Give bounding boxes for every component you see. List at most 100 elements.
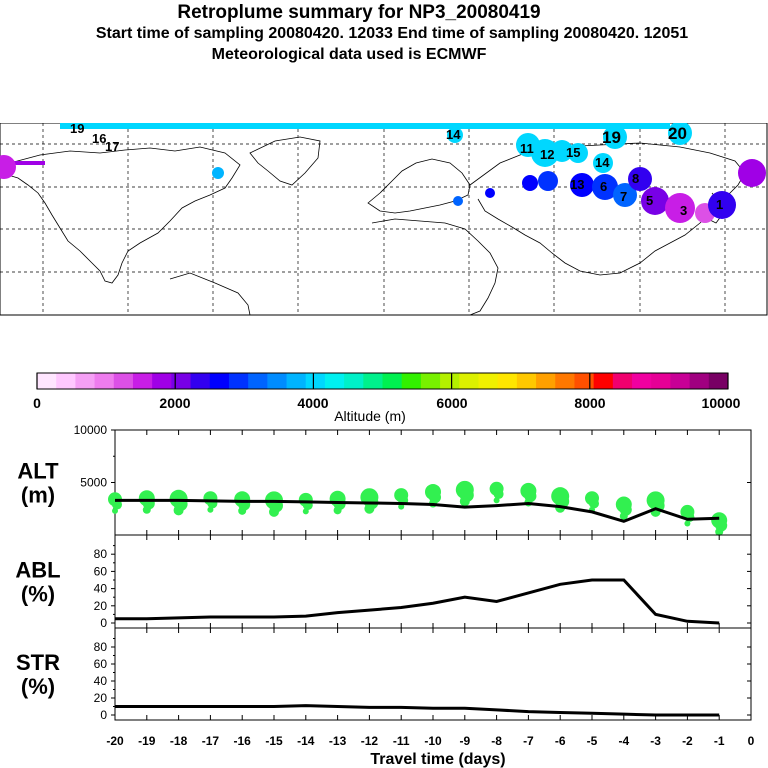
altitude-dot	[589, 498, 599, 509]
altitude-dot	[207, 506, 214, 513]
y-axis-label: STR	[16, 650, 60, 675]
x-tick-label: -13	[329, 734, 347, 748]
plume-circle	[447, 127, 463, 143]
plume-circle	[641, 187, 669, 215]
altitude-dot	[333, 506, 342, 515]
colorbar-cell	[94, 373, 115, 389]
plume-circle	[593, 153, 613, 173]
x-tick-label: -9	[459, 734, 470, 748]
plume-circle	[551, 140, 573, 162]
colorbar-cells	[37, 373, 729, 389]
x-tick-label: 0	[748, 734, 755, 748]
colorbar-cell	[670, 373, 691, 389]
plume-circle	[212, 167, 224, 179]
colorbar-cell	[632, 373, 652, 389]
plume-circles	[0, 123, 766, 223]
colorbar-cell	[708, 373, 729, 389]
north-america-coast	[7, 146, 241, 284]
y-tick-label: 80	[94, 547, 108, 561]
colorbar-cell	[574, 373, 595, 389]
plume-circle	[538, 171, 558, 191]
colorbar-cell	[420, 373, 441, 389]
x-tick-labels: -20 -19 -18 -17 -16 -15 -14 -13 -12 -11 -10 -9 -8 -7-…	[106, 734, 754, 748]
y-tick-label: 0	[100, 708, 107, 722]
plume-circle	[531, 139, 559, 167]
colorbar-cell	[248, 373, 268, 389]
colorbar-tick-label: 6000	[436, 395, 467, 411]
x-axis-label: Travel time (days)	[370, 751, 505, 768]
colorbar-cell	[440, 373, 460, 389]
plume-label: 12	[540, 147, 554, 162]
colorbar-cell	[37, 373, 57, 389]
x-tick-label: -6	[555, 734, 566, 748]
colorbar-cell	[171, 373, 192, 389]
colorbar-cell	[209, 373, 230, 389]
series-line-alt	[115, 498, 720, 523]
plume-circle	[0, 155, 16, 179]
plume-circle	[522, 175, 538, 191]
x-tick-label: -12	[361, 734, 379, 748]
colorbar-cell	[132, 373, 153, 389]
x-tick-label: -20	[106, 734, 124, 748]
y-tick-label: 10000	[74, 423, 108, 437]
series-line-str	[115, 704, 720, 717]
series-line-abl	[115, 578, 720, 625]
plume-labels: 1 3 5 6 7 8 13 14 14 16 17 19 19 20 11 1…	[70, 123, 723, 218]
altitude-dot	[364, 503, 375, 514]
colorbar-cell	[497, 373, 518, 389]
colorbar-tick-label: 2000	[159, 395, 190, 411]
timeseries-panels: 100005000ALT(m)806040200ABL(%)806040200S…	[15, 423, 754, 768]
colorbar-cell	[113, 373, 134, 389]
plume-label: 7	[620, 189, 627, 204]
map-panel: 1 3 5 6 7 8 13 14 14 16 17 19 19 20 11 1…	[0, 123, 768, 316]
chart-title: Retroplume summary for NP3_20080419	[177, 2, 541, 23]
colorbar-cell	[612, 373, 633, 389]
y-axis-label: ALT	[17, 459, 59, 484]
met-data-line: Meteorological data used is ECMWF	[211, 46, 487, 63]
plume-circle	[592, 174, 618, 200]
colorbar-tick-label: 10000	[702, 395, 741, 411]
colorbar-tick-label: 0	[33, 395, 41, 411]
asia-coast	[469, 142, 746, 276]
x-tick-label: -14	[297, 734, 315, 748]
colorbar-cell	[401, 373, 422, 389]
colorbar-tick-label: 4000	[297, 395, 328, 411]
y-axis-unit: (m)	[21, 483, 55, 508]
altitude-dot	[493, 497, 500, 504]
altitude-dot	[112, 499, 122, 510]
plume-label: 15	[566, 145, 580, 160]
colorbar-cell	[305, 373, 326, 389]
altitude-colorbar: 0 2000 4000 6000 8000 10000 Altitude (m)	[33, 372, 741, 424]
panel-str: 80 60 40 20 0 STR(%)	[16, 627, 752, 722]
colorbar-cell	[593, 373, 614, 389]
panel-abl: 80 60 40 20 0 ABL(%)	[15, 534, 752, 630]
y-tick-label: 60	[94, 657, 108, 671]
colorbar-cell	[324, 373, 345, 389]
plume-label: 8	[632, 171, 639, 186]
plume-label: 13	[570, 177, 584, 192]
y-tick-label: 5000	[80, 476, 107, 490]
y-axis-unit: (%)	[21, 582, 55, 607]
x-tick-label: -5	[587, 734, 598, 748]
colorbar-cell	[152, 373, 172, 389]
x-tick-label: -1	[714, 734, 725, 748]
y-tick-label: 0	[100, 616, 107, 630]
plume-label: 19	[70, 123, 84, 136]
colorbar-cell	[190, 373, 211, 389]
colorbar-cell	[75, 373, 96, 389]
colorbar-cell	[267, 373, 288, 389]
altitude-dot	[715, 527, 724, 536]
plume-circle	[665, 193, 695, 223]
altitude-dot	[142, 505, 151, 514]
y-tick-label: 40	[94, 674, 108, 688]
plume-label: 3	[680, 203, 687, 218]
colorbar-tick-labels: 0 2000 4000 6000 8000 10000	[33, 395, 741, 411]
plume-label: 19	[602, 128, 621, 147]
colorbar-cell	[344, 373, 364, 389]
altitude-dot	[112, 507, 118, 514]
plume-circle	[628, 167, 652, 191]
colorbar-cell	[228, 373, 249, 389]
plume-circle	[570, 173, 594, 197]
altitude-dot	[398, 503, 405, 510]
plume-circle	[568, 143, 588, 163]
